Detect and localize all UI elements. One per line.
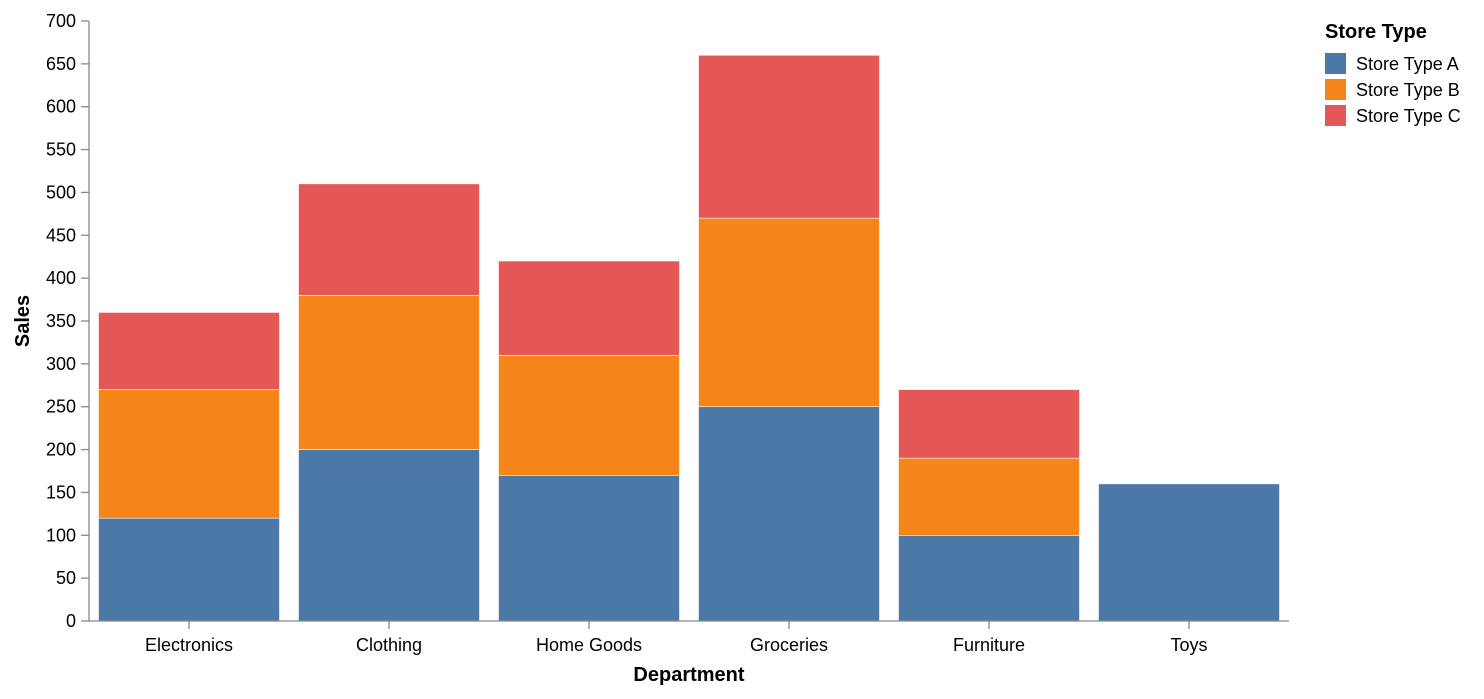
y-tick-label: 500 [46, 182, 76, 202]
legend-swatch [1325, 79, 1346, 100]
x-tick-label: Groceries [750, 635, 828, 655]
y-tick-label: 300 [46, 354, 76, 374]
x-axis-title: Department [633, 664, 744, 686]
bar-electronics-store-type-a [98, 517, 280, 622]
x-axis: Electronics Clothing Home Goods Groceries Fu… [89, 620, 1289, 655]
bar-clothing-store-type-b [298, 294, 480, 450]
legend-item-store-type-b: Store Type B [1325, 79, 1460, 100]
y-tick-label: 600 [46, 97, 76, 117]
x-tick-label: Toys [1170, 635, 1207, 655]
y-tick-label: 250 [46, 397, 76, 417]
bar-electronics-store-type-c [98, 312, 280, 390]
y-tick-label: 650 [46, 54, 76, 74]
y-tick-label: 150 [46, 482, 76, 502]
legend-label: Store Type A [1356, 54, 1459, 74]
bar-home-goods-store-type-a [498, 474, 680, 622]
bar-clothing-store-type-c [298, 183, 480, 296]
bars-layer [98, 54, 1280, 622]
y-tick-label: 450 [46, 225, 76, 245]
y-tick-label: 0 [66, 611, 76, 631]
legend-swatch [1325, 53, 1346, 74]
legend-items: Store Type A Store Type B Store Type C [1325, 53, 1461, 126]
bar-home-goods-store-type-b [498, 354, 680, 476]
bar-groceries-store-type-a [698, 406, 880, 622]
y-tick-label: 400 [46, 268, 76, 288]
legend-title: Store Type [1325, 21, 1427, 43]
y-axis: 0 50 100 150 200 250 300 350 400 450 500 550 600 650 7… [46, 11, 90, 631]
legend-item-store-type-a: Store Type A [1325, 53, 1459, 74]
x-tick-label: Home Goods [536, 635, 642, 655]
y-tick-label: 50 [56, 568, 76, 588]
bar-electronics-store-type-b [98, 389, 280, 519]
bar-toys-store-type-a [1098, 483, 1280, 622]
x-tick-label: Electronics [145, 635, 233, 655]
bar-groceries-store-type-b [698, 217, 880, 408]
y-tick-label: 100 [46, 525, 76, 545]
legend-label: Store Type B [1356, 80, 1460, 100]
bar-furniture-store-type-b [898, 457, 1080, 536]
y-axis-title: Sales [12, 295, 34, 347]
legend-label: Store Type C [1356, 106, 1461, 126]
x-tick-label: Furniture [953, 635, 1025, 655]
bar-groceries-store-type-c [698, 54, 880, 219]
x-tick-label: Clothing [356, 635, 422, 655]
y-tick-label: 550 [46, 140, 76, 160]
bar-furniture-store-type-a [898, 534, 1080, 622]
y-tick-label: 350 [46, 311, 76, 331]
bar-home-goods-store-type-c [498, 260, 680, 356]
bar-furniture-store-type-c [898, 389, 1080, 459]
legend-swatch [1325, 105, 1346, 126]
bar-clothing-store-type-a [298, 449, 480, 622]
y-tick-label: 200 [46, 440, 76, 460]
legend-item-store-type-c: Store Type C [1325, 105, 1461, 126]
y-tick-label: 700 [46, 11, 76, 31]
